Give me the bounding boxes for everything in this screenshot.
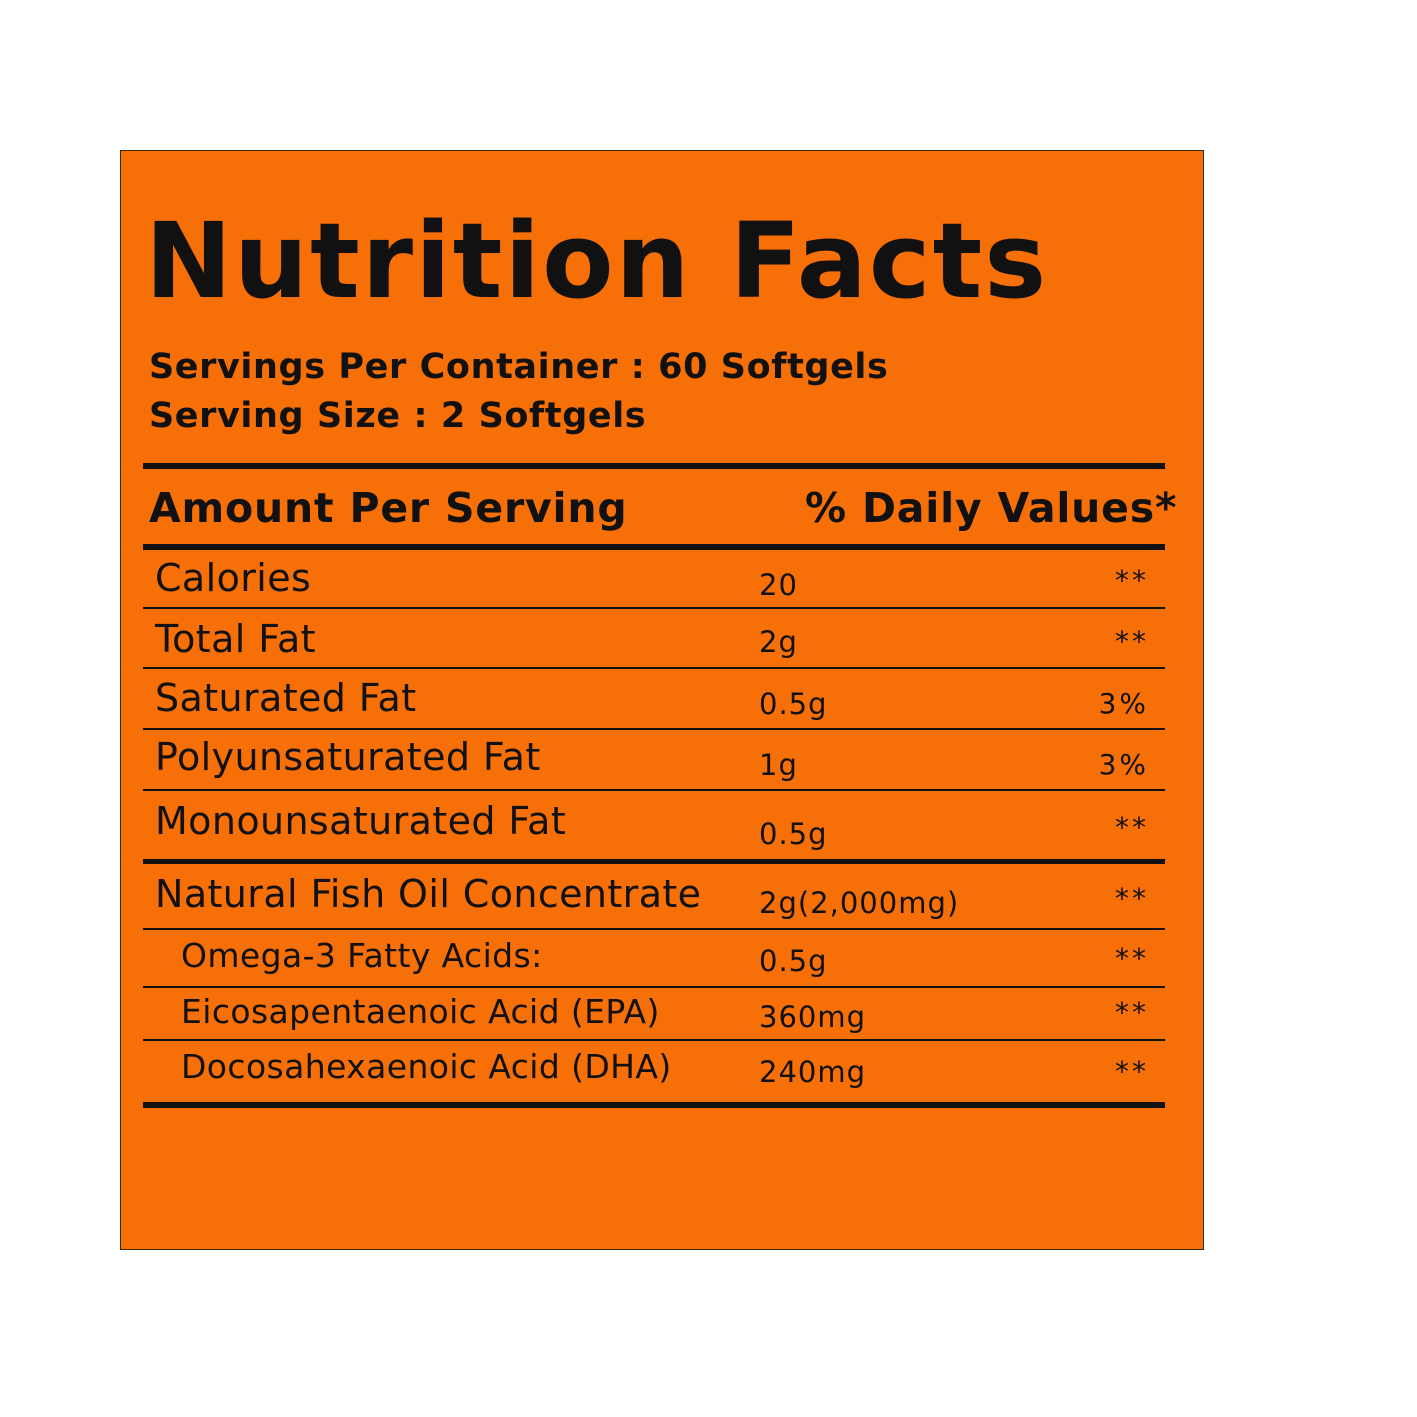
nutrient-daily-value: ** (1115, 564, 1149, 597)
daily-values-header: % Daily Values* (805, 484, 1178, 532)
divider-rule (143, 928, 1165, 930)
nutrient-row-total-fat: Total Fat 2g ** (143, 609, 1165, 667)
divider-rule (143, 859, 1165, 864)
divider-rule (143, 607, 1165, 609)
nutrient-name: Total Fat (155, 617, 316, 661)
nutrient-name: Polyunsaturated Fat (155, 735, 541, 779)
divider-rule (143, 463, 1165, 469)
nutrient-daily-value: ** (1115, 625, 1149, 658)
nutrient-daily-value: 3% (1098, 748, 1149, 781)
nutrient-amount: 0.5g (759, 687, 828, 721)
nutrient-amount: 0.5g (759, 944, 828, 978)
nutrition-facts-panel: Nutrition Facts Servings Per Container :… (120, 150, 1204, 1250)
divider-rule (143, 1102, 1165, 1108)
nutrient-amount: 2g(2,000mg) (759, 886, 960, 920)
divider-rule (143, 667, 1165, 669)
nutrient-row-polyunsaturated-fat: Polyunsaturated Fat 1g 3% (143, 730, 1165, 789)
nutrient-amount: 0.5g (759, 817, 828, 851)
nutrient-name: Omega-3 Fatty Acids: (181, 936, 543, 975)
nutrient-name: Eicosapentaenoic Acid (EPA) (181, 992, 660, 1031)
nutrient-row-monounsaturated-fat: Monounsaturated Fat 0.5g ** (143, 791, 1165, 859)
nutrient-name: Docosahexaenoic Acid (DHA) (181, 1047, 672, 1086)
nutrient-row-calories: Calories 20 ** (143, 550, 1165, 607)
nutrient-amount: 360mg (759, 1000, 867, 1034)
nutrient-name: Saturated Fat (155, 676, 417, 720)
nutrient-row-epa: Eicosapentaenoic Acid (EPA) 360mg ** (143, 988, 1165, 1039)
divider-rule (143, 728, 1165, 730)
nutrient-amount: 2g (759, 625, 798, 659)
nutrient-daily-value: ** (1115, 882, 1149, 915)
nutrient-daily-value: ** (1115, 996, 1149, 1029)
nutrient-name: Monounsaturated Fat (155, 799, 567, 843)
nutrient-row-fish-oil-concentrate: Natural Fish Oil Concentrate 2g(2,000mg)… (143, 864, 1165, 928)
divider-rule (143, 544, 1165, 550)
nutrient-amount: 1g (759, 748, 798, 782)
divider-rule (143, 789, 1165, 791)
nutrient-daily-value: ** (1115, 1055, 1149, 1088)
amount-per-serving-header: Amount Per Serving (149, 484, 628, 532)
nutrient-row-omega-3: Omega-3 Fatty Acids: 0.5g ** (143, 930, 1165, 986)
nutrition-facts-title: Nutrition Facts (145, 200, 1049, 322)
nutrient-row-dha: Docosahexaenoic Acid (DHA) 240mg ** (143, 1041, 1165, 1101)
nutrient-amount: 20 (759, 568, 798, 602)
servings-per-container: Servings Per Container : 60 Softgels (149, 347, 889, 387)
divider-rule (143, 986, 1165, 988)
serving-size: Serving Size : 2 Softgels (149, 396, 647, 436)
nutrient-name: Natural Fish Oil Concentrate (155, 872, 702, 916)
nutrient-name: Calories (155, 556, 312, 600)
nutrient-daily-value: 3% (1098, 687, 1149, 720)
nutrient-daily-value: ** (1115, 942, 1149, 975)
divider-rule (143, 1039, 1165, 1041)
nutrient-amount: 240mg (759, 1055, 867, 1089)
nutrient-row-saturated-fat: Saturated Fat 0.5g 3% (143, 669, 1165, 728)
nutrient-daily-value: ** (1115, 811, 1149, 844)
